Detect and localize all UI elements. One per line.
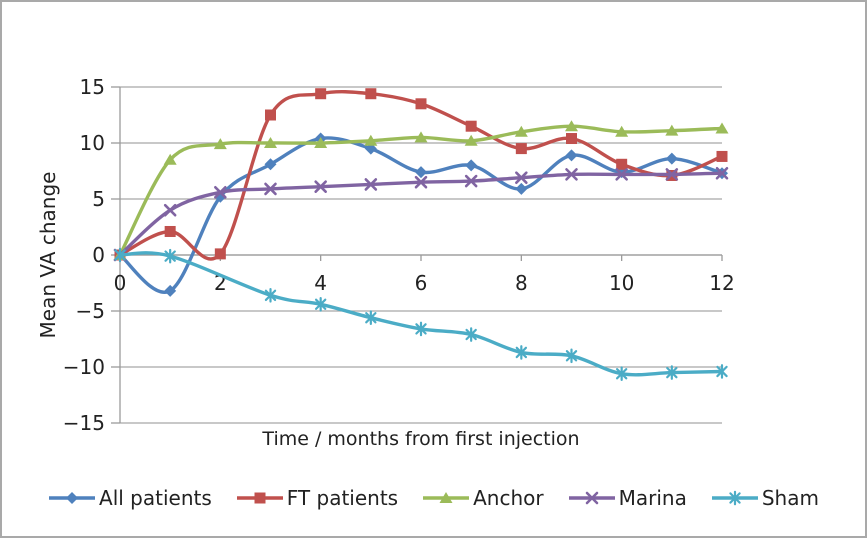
x-marker — [264, 182, 277, 196]
x-tick-label: 10 — [609, 271, 634, 295]
y-tick-label: 5 — [92, 187, 105, 211]
triangle-marker — [314, 137, 328, 148]
legend-label: All patients — [99, 486, 212, 510]
legend-item-marina: Marina — [568, 486, 687, 510]
square-legend-swatch — [236, 492, 283, 504]
square-marker — [515, 143, 527, 155]
triangle-marker — [464, 134, 478, 146]
legend-item-sham: Sham — [711, 486, 819, 510]
diamond-marker — [665, 152, 678, 165]
x-tick-label: 12 — [709, 271, 734, 295]
y-tick-label: −5 — [76, 299, 105, 323]
legend-label: FT patients — [286, 486, 399, 510]
x-marker — [585, 491, 598, 505]
x-marker — [414, 175, 428, 189]
diamond-marker — [164, 284, 177, 297]
triangle-marker — [163, 153, 177, 165]
series-sham — [114, 247, 728, 382]
triangle-marker — [264, 137, 277, 148]
y-tick-label: 10 — [80, 131, 105, 155]
x-tick-label: 6 — [415, 271, 428, 295]
square-marker — [265, 109, 276, 121]
triangle-marker — [565, 120, 578, 132]
diamond-legend-swatch — [49, 492, 96, 504]
asterisk-legend-swatch — [711, 490, 758, 506]
diamond-marker — [465, 159, 478, 172]
y-tick-label: −10 — [63, 355, 105, 379]
x-axis-title: Time / months from first injection — [262, 428, 580, 450]
asterisk-marker — [729, 490, 741, 506]
asterisk-marker — [264, 288, 277, 303]
x-legend-swatch — [568, 491, 615, 505]
x-marker — [665, 168, 679, 181]
x-tick-label: 8 — [515, 271, 528, 295]
series-marina — [113, 166, 729, 262]
x-marker — [214, 185, 227, 199]
x-marker — [715, 166, 729, 180]
asterisk-marker — [365, 310, 377, 326]
legend-item-anchor: Anchor — [422, 486, 544, 510]
series-line — [118, 136, 724, 294]
asterisk-marker — [314, 296, 327, 312]
x-marker — [314, 180, 327, 193]
x-marker — [615, 168, 628, 181]
legend-label: Marina — [618, 486, 687, 510]
square-marker — [164, 225, 176, 237]
legend-item-all-patients: All patients — [48, 486, 212, 510]
y-axis-title: Mean VA change — [36, 171, 60, 339]
triangle-legend-swatch — [423, 492, 470, 503]
x-marker — [163, 203, 177, 217]
asterisk-marker — [515, 345, 528, 360]
series-anchor — [113, 120, 729, 260]
y-tick-label: 15 — [80, 75, 105, 99]
triangle-marker — [665, 124, 679, 136]
y-tick-label: −15 — [63, 411, 105, 435]
diamond-marker — [565, 149, 578, 162]
square-marker — [566, 133, 577, 145]
asterisk-marker — [666, 365, 678, 380]
diamond-marker — [66, 492, 79, 504]
square-marker — [365, 88, 377, 100]
square-marker — [716, 150, 728, 162]
asterisk-marker — [465, 327, 477, 342]
triangle-marker — [514, 125, 528, 137]
triangle-marker — [715, 122, 729, 134]
legend: All patients FT patients Anchor Marina Sham — [2, 486, 865, 510]
square-marker — [315, 88, 327, 100]
triangle-marker — [414, 131, 428, 143]
diamond-marker — [515, 182, 528, 195]
x-marker — [565, 168, 578, 181]
legend-label: Anchor — [473, 486, 544, 510]
asterisk-marker — [164, 248, 176, 264]
legend-label: Sham — [761, 486, 819, 510]
x-tick-label: 0 — [114, 271, 127, 295]
square-marker — [465, 120, 477, 132]
series-line — [118, 124, 724, 257]
asterisk-marker — [415, 321, 427, 337]
triangle-marker — [439, 492, 453, 503]
triangle-marker — [213, 138, 227, 150]
legend-item-ft-patients: FT patients — [236, 486, 398, 510]
square-marker — [415, 98, 427, 110]
y-tick-label: 0 — [92, 243, 105, 267]
triangle-marker — [615, 125, 629, 137]
asterisk-marker — [565, 348, 578, 364]
x-marker — [515, 171, 528, 185]
x-marker — [464, 174, 478, 188]
square-marker — [616, 158, 628, 170]
square-marker — [254, 492, 266, 504]
square-marker — [214, 248, 226, 260]
triangle-marker — [364, 134, 378, 146]
asterisk-marker — [114, 247, 126, 263]
x-tick-label: 4 — [314, 271, 327, 295]
diamond-marker — [415, 166, 427, 179]
diamond-marker — [264, 158, 277, 171]
asterisk-marker — [615, 366, 628, 382]
x-marker — [364, 178, 378, 191]
asterisk-marker — [716, 364, 728, 379]
